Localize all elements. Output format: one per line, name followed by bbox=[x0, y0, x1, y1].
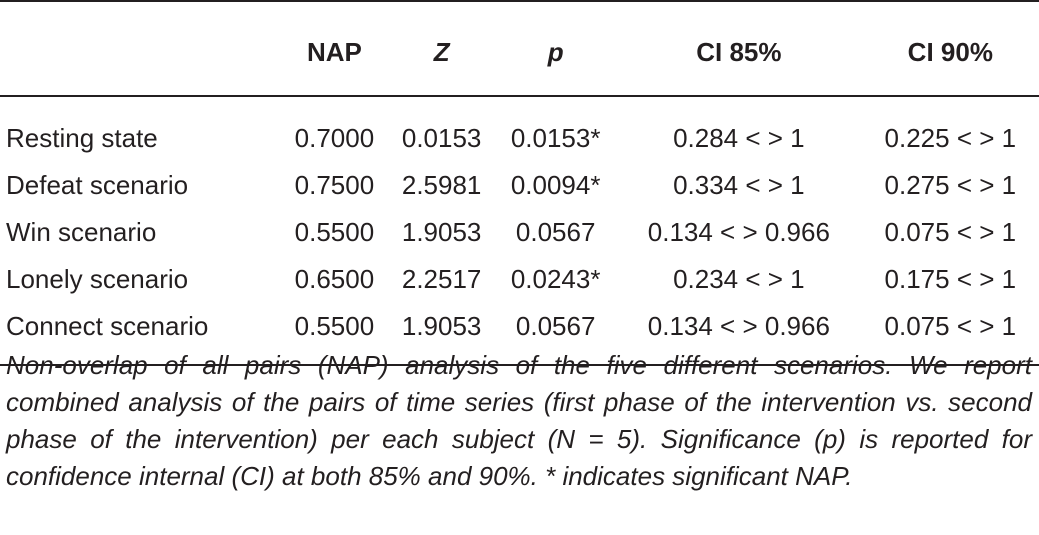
table-row: Connect scenario 0.5500 1.9053 0.0567 0.134 … bbox=[0, 303, 1039, 365]
row-label: Lonely scenario bbox=[6, 264, 189, 294]
column-header: CI 90% bbox=[907, 37, 993, 67]
caption: Non-overlap of all pairs (NAP) analysis … bbox=[6, 350, 1032, 491]
table-cell: 0.175 < > 1 bbox=[884, 264, 1017, 294]
table-body: Resting state 0.7000 0.0153 0.0153* 0.284 < … bbox=[0, 96, 1039, 365]
table-row: Lonely scenario 0.6500 2.2517 0.0243* 0.234 … bbox=[0, 256, 1039, 303]
table-row: Resting state 0.7000 0.0153 0.0153* 0.284 < … bbox=[0, 96, 1039, 162]
table-row: Win scenario 0.5500 1.9053 0.0567 0.134 < > … bbox=[0, 209, 1039, 256]
column-header: Z bbox=[433, 37, 450, 67]
table-cell: 0.0567 bbox=[515, 217, 596, 247]
column-header bbox=[0, 1, 281, 96]
column-header: CI 85% bbox=[696, 37, 782, 67]
table-cell: 0.284 < > 1 bbox=[673, 123, 805, 153]
table-cell: 0.0243* bbox=[510, 264, 601, 294]
table-cell: 0.0567 bbox=[515, 311, 596, 341]
row-label: Win scenario bbox=[6, 217, 157, 247]
table-cell: 0.0153* bbox=[510, 123, 601, 153]
table-cell: 0.234 < > 1 bbox=[673, 264, 805, 294]
row-label: Resting state bbox=[6, 123, 158, 153]
table-cell: 0.0153 bbox=[401, 123, 482, 153]
table-cell: 1.9053 bbox=[401, 311, 482, 341]
table-cell: 0.075 < > 1 bbox=[884, 217, 1017, 247]
table-cell: 0.134 < > 0.966 bbox=[647, 217, 830, 247]
table-cell: 0.5500 bbox=[294, 311, 375, 341]
column-header: p bbox=[547, 37, 564, 67]
table-cell: 2.5981 bbox=[401, 170, 482, 200]
row-label: Connect scenario bbox=[6, 311, 209, 341]
table-cell: 0.0094* bbox=[510, 170, 601, 200]
table-cell: 0.334 < > 1 bbox=[673, 170, 805, 200]
table-cell: 0.7000 bbox=[294, 123, 375, 153]
column-header: NAP bbox=[306, 37, 362, 67]
table-cell: 0.5500 bbox=[294, 217, 375, 247]
table-cell: 0.225 < > 1 bbox=[884, 123, 1017, 153]
table-cell: 0.134 < > 0.966 bbox=[647, 311, 830, 341]
table-cell: 1.9053 bbox=[401, 217, 482, 247]
table-row: Defeat scenario 0.7500 2.5981 0.0094* 0.334 … bbox=[0, 162, 1039, 209]
table-cell: 0.7500 bbox=[294, 170, 375, 200]
table-cell: 0.275 < > 1 bbox=[884, 170, 1017, 200]
table-cell: 0.075 < > 1 bbox=[884, 311, 1017, 341]
row-label: Defeat scenario bbox=[6, 170, 189, 200]
table-cell: 2.2517 bbox=[401, 264, 482, 294]
table-cell: 0.6500 bbox=[294, 264, 375, 294]
